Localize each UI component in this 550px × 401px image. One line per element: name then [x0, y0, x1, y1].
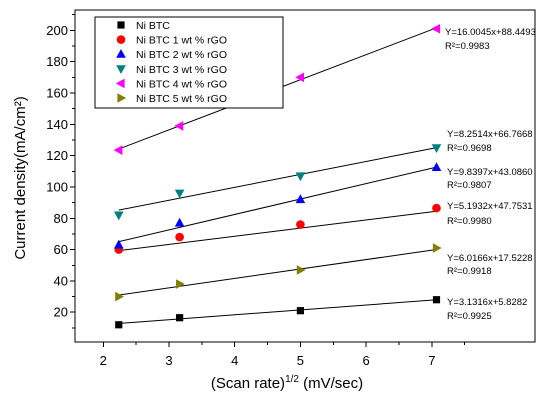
- legend-entry: Ni BTC 4 wt % rGO: [115, 78, 227, 90]
- data-point: [174, 189, 185, 199]
- fit-line: [118, 166, 437, 243]
- data-point: [431, 162, 442, 171]
- fit-r-squared: R²=0.9983: [445, 41, 490, 52]
- x-axis-label: (Scan rate)1/2 (mV/sec): [211, 374, 363, 392]
- fit-line: [118, 147, 437, 211]
- fit-equation: Y=5.1932x+47.7531: [447, 201, 533, 212]
- data-point: [176, 279, 185, 289]
- data-point: [295, 172, 306, 182]
- data-point: [432, 296, 441, 304]
- data-point: [113, 211, 124, 221]
- x-axis-label-main: (Scan rate): [211, 375, 285, 392]
- x-axis-label-unit: (mV/sec): [299, 375, 363, 392]
- fit-equation: Y=3.1316x+5.8282: [447, 297, 527, 308]
- data-point: [431, 144, 442, 154]
- legend-entry: Ni BTC 5 wt % rGO: [117, 93, 227, 105]
- fit-annotations: Y=3.1316x+5.8282 R²=0.9925 Y=5.1932x+47.75…: [445, 27, 536, 322]
- data-point: [174, 217, 185, 227]
- legend-marker: [117, 21, 125, 29]
- series-points: [115, 243, 442, 302]
- fit-r-squared: R²=0.9698: [447, 143, 492, 154]
- y-tick-label: 80: [54, 211, 68, 226]
- legend-label: Ni BTC: [136, 20, 170, 32]
- y-tick-label: 40: [54, 273, 68, 288]
- data-point: [296, 220, 305, 229]
- fit-equation: Y=6.0166x+17.5228: [447, 253, 533, 264]
- legend-label: Ni BTC 1 wt % rGO: [136, 35, 227, 47]
- legend-entry: Ni BTC 3 wt % rGO: [116, 64, 227, 76]
- series-points: [113, 162, 442, 249]
- axis-ticks: 2 3 4 5 6 7 20 40 60 80 100 120 140 160 180 200: [46, 14, 466, 368]
- fit-lines: [118, 27, 437, 324]
- data-point: [113, 239, 124, 249]
- data-point: [176, 314, 184, 322]
- data-points: [113, 23, 442, 329]
- data-point: [295, 72, 304, 83]
- x-tick-label: 2: [100, 353, 107, 368]
- legend-box: [94, 16, 284, 109]
- y-tick-label: 180: [46, 54, 68, 69]
- series-points: [113, 144, 442, 221]
- data-point: [115, 321, 123, 329]
- legend: Ni BTC Ni BTC 1 wt % rGO Ni BTC 2 wt % rGO…: [94, 16, 284, 109]
- data-point: [296, 265, 306, 275]
- legend-marker: [115, 78, 125, 89]
- legend-entry: Ni BTC 2 wt % rGO: [116, 49, 227, 61]
- data-point: [115, 291, 124, 302]
- fit-r-squared: R²=0.9807: [447, 180, 492, 191]
- y-tick-label: 100: [46, 179, 68, 194]
- data-point: [113, 145, 123, 155]
- legend-marker: [116, 49, 126, 58]
- data-point: [295, 194, 306, 204]
- legend-marker: [117, 93, 127, 103]
- data-point: [431, 23, 441, 34]
- fit-line: [118, 249, 437, 296]
- legend-label: Ni BTC 2 wt % rGO: [136, 49, 227, 61]
- fit-equation: Y=16.0045x+88.4493: [445, 27, 536, 38]
- series-points: [113, 23, 441, 155]
- fit-equation: Y=8.2514x+66.7668: [447, 129, 533, 140]
- data-point: [174, 121, 184, 131]
- legend-label: Ni BTC 4 wt % rGO: [136, 78, 227, 90]
- x-tick-label: 5: [297, 353, 304, 368]
- fit-r-squared: R²=0.9918: [447, 266, 492, 277]
- y-tick-label: 200: [46, 23, 68, 38]
- y-tick-label: 120: [46, 148, 68, 163]
- fit-r-squared: R²=0.9980: [447, 216, 492, 227]
- data-point: [432, 243, 442, 253]
- plot-frame: [74, 9, 536, 343]
- x-axis-label-superscript: 1/2: [285, 374, 299, 385]
- fit-equation: Y=9.8397x+43.0860: [447, 167, 533, 178]
- legend-marker: [116, 35, 126, 44]
- data-point: [296, 307, 304, 315]
- legend-label: Ni BTC 5 wt % rGO: [136, 93, 227, 105]
- x-tick-label: 4: [231, 353, 238, 368]
- fit-r-squared: R²=0.9925: [447, 311, 492, 322]
- fit-line: [118, 210, 437, 252]
- y-tick-label: 20: [54, 305, 68, 320]
- y-axis-label: Current density(mA/cm²): [12, 96, 29, 259]
- y-tick-label: 140: [46, 117, 68, 132]
- series-points: [115, 296, 441, 329]
- data-point: [175, 232, 184, 242]
- legend-marker: [116, 65, 126, 74]
- legend-entry: Ni BTC 1 wt % rGO: [116, 35, 227, 47]
- legend-label: Ni BTC 3 wt % rGO: [136, 64, 227, 76]
- x-tick-label: 6: [362, 353, 369, 368]
- x-tick-label: 7: [428, 353, 435, 368]
- legend-entry: Ni BTC: [117, 20, 170, 32]
- y-tick-label: 60: [54, 242, 68, 257]
- y-tick-label: 160: [46, 86, 68, 101]
- x-tick-label: 3: [165, 353, 172, 368]
- data-point: [432, 203, 441, 213]
- fit-line: [118, 299, 437, 324]
